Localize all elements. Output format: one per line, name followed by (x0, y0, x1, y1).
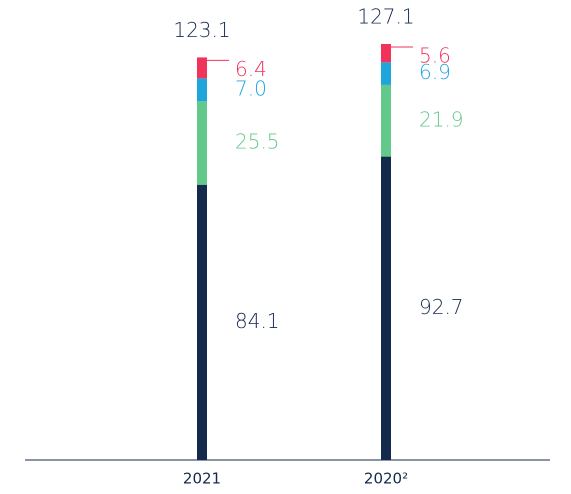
x-tick-label: 2020² (364, 470, 408, 488)
bar-segment (197, 184, 207, 461)
value-label: 6.9 (419, 60, 451, 84)
value-label: 21.9 (419, 107, 464, 131)
total-label: 127.1 (357, 5, 414, 29)
value-label: 7.0 (235, 76, 267, 100)
bar-segment (197, 101, 207, 185)
value-label: 6.4 (235, 57, 267, 81)
bar-segment (381, 62, 391, 85)
total-label: 123.1 (173, 18, 230, 42)
bar-segment (197, 78, 207, 102)
value-label: 84.1 (235, 309, 280, 333)
value-label: 5.6 (419, 44, 451, 68)
x-tick-label: 2021 (183, 470, 221, 488)
bar-segment (381, 44, 391, 63)
bar-segment (381, 156, 391, 460)
bar-segment (197, 57, 207, 79)
bar-segment (381, 84, 391, 157)
value-label: 92.7 (419, 295, 464, 319)
value-label: 25.5 (235, 130, 280, 154)
